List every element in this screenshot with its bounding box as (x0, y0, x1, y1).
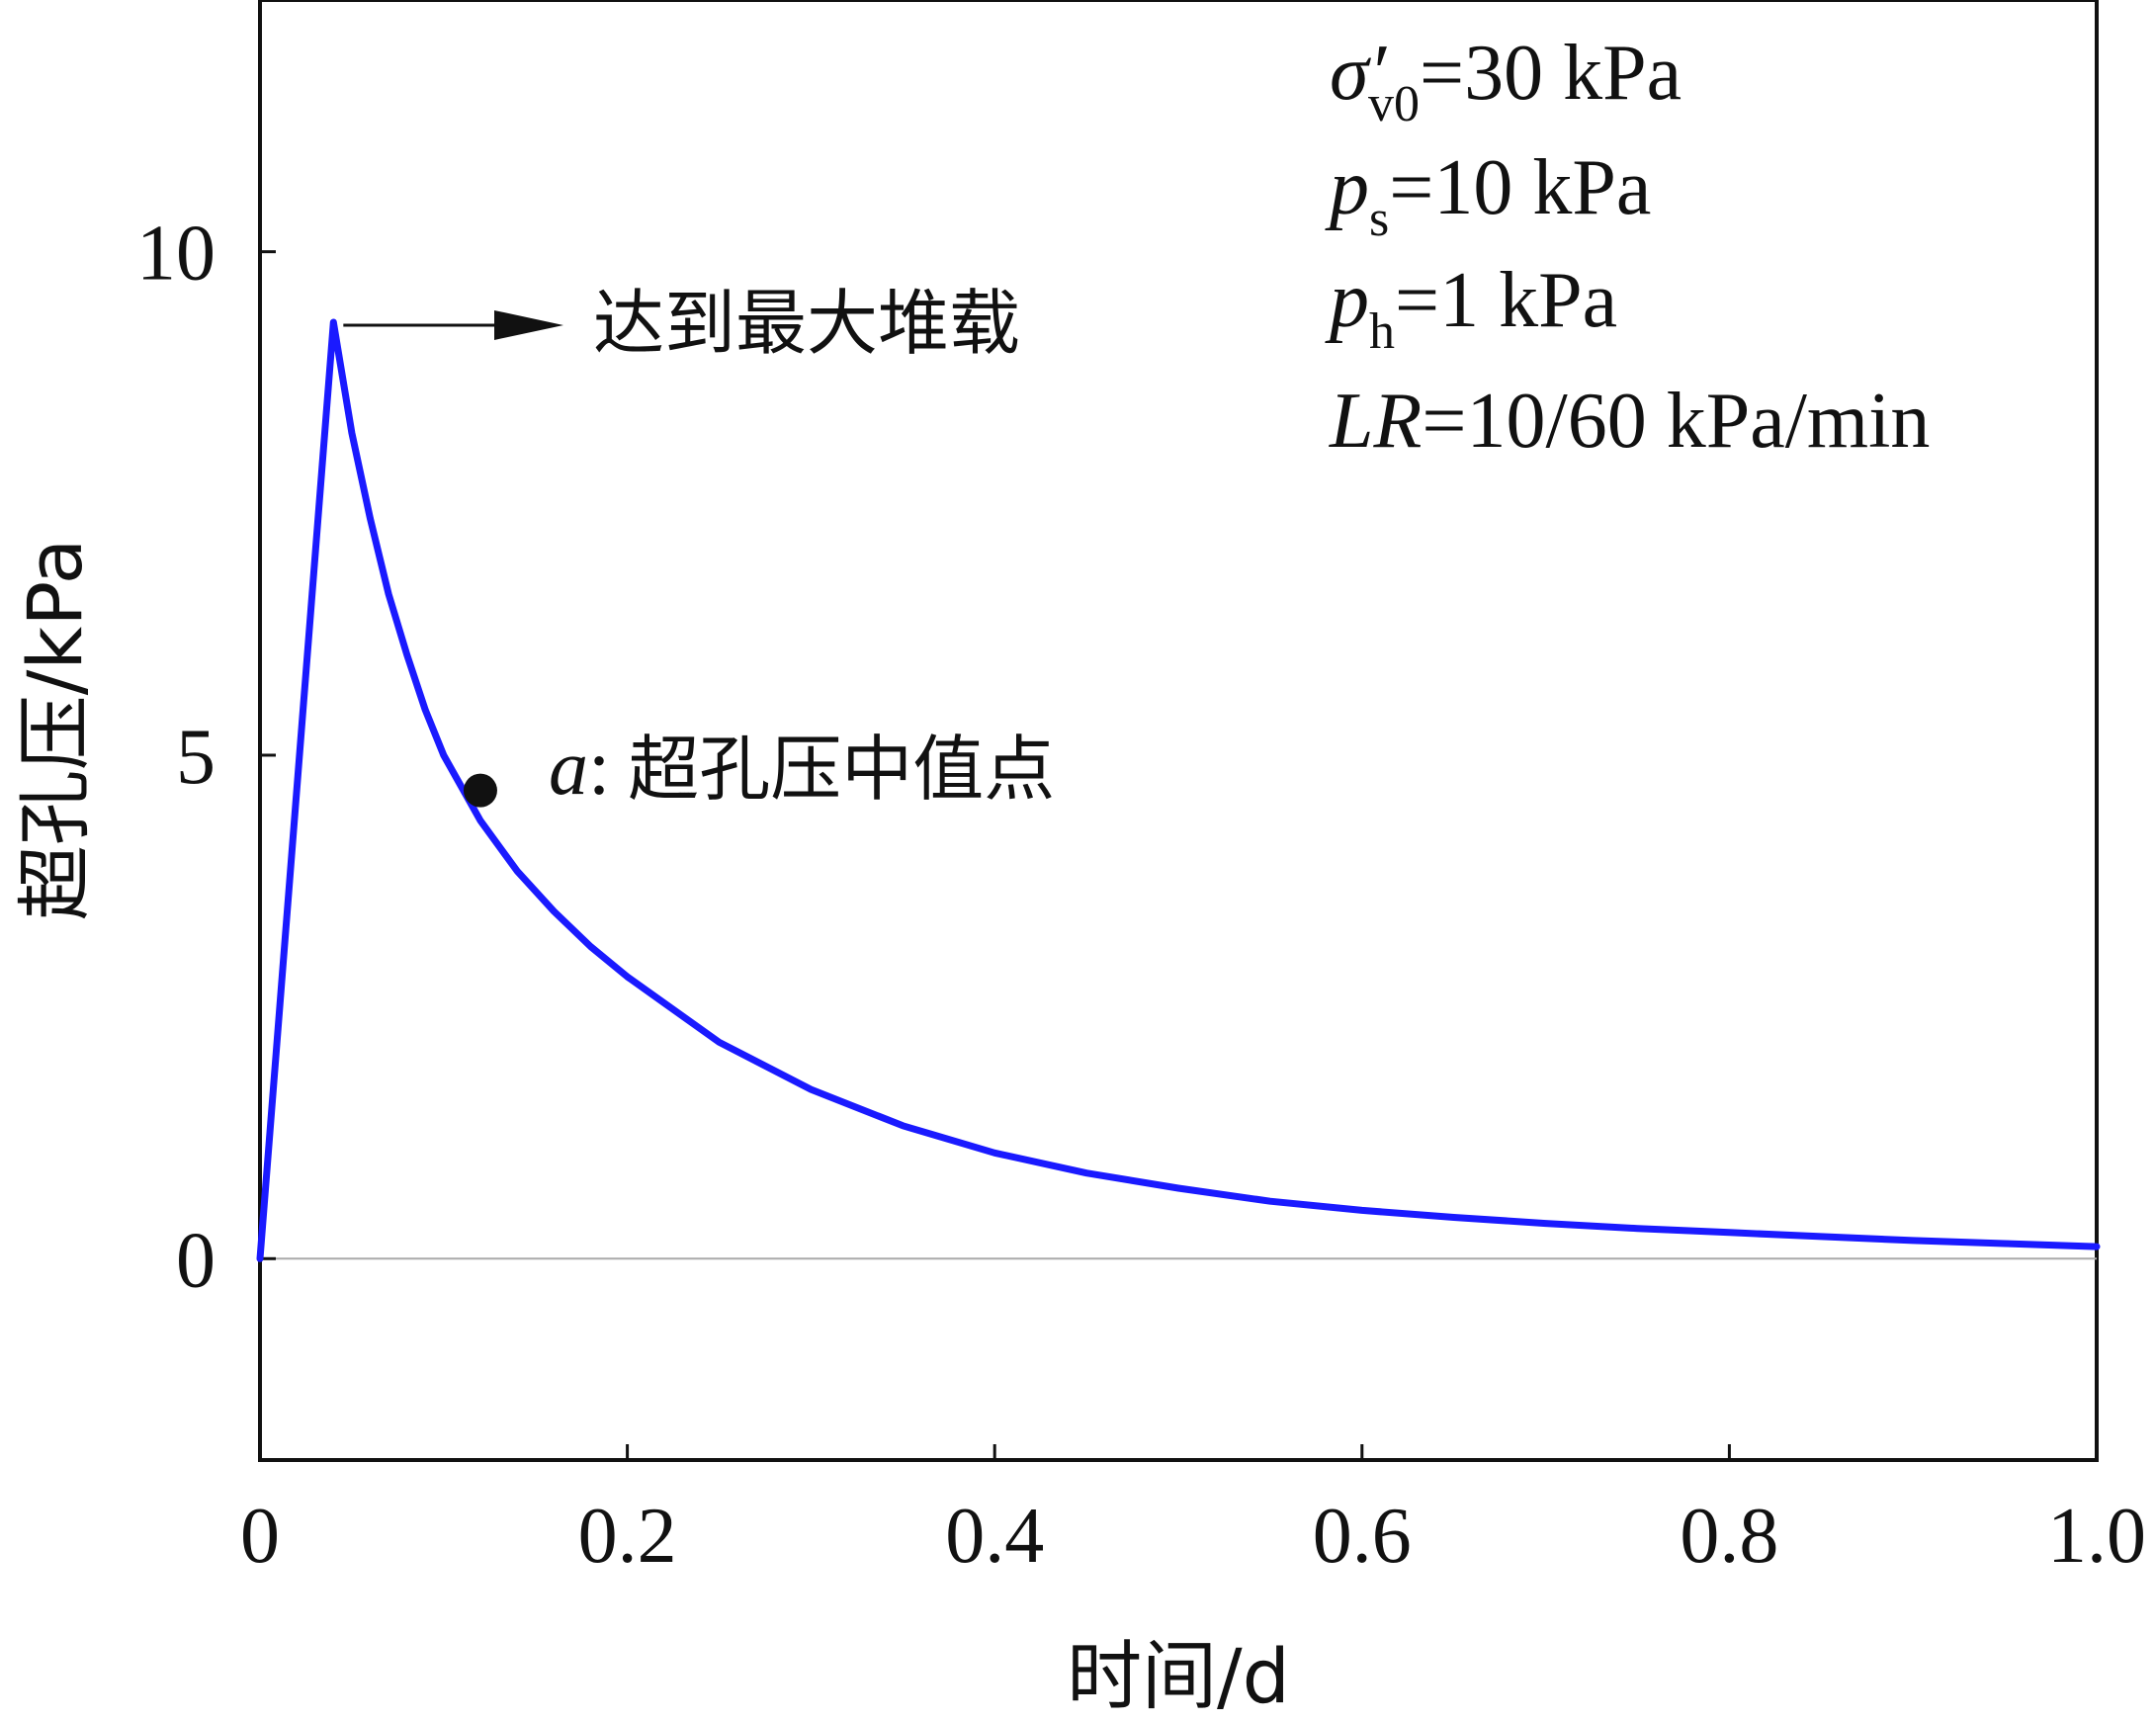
param-ph-value: =1 kPa (1395, 257, 1617, 344)
param-ps: ps=10 kPa (1325, 144, 1651, 247)
point-a-colon: : (588, 725, 610, 812)
param-sigma-value: =30 kPa (1420, 30, 1682, 117)
point-a-marker (463, 773, 497, 808)
x-tick-label: 0 (240, 1493, 280, 1580)
param-sigma-sub: v0 (1368, 76, 1420, 132)
param-sigma-prime: ′ (1368, 30, 1387, 117)
x-tick-label: 0.6 (1313, 1493, 1412, 1580)
y-tick-label: 10 (136, 211, 216, 298)
param-ps-value: =10 kPa (1389, 144, 1651, 231)
param-ph-sub: h (1369, 303, 1395, 360)
param-sigma-symbol: σ (1330, 30, 1371, 117)
x-tick-label: 0.8 (1680, 1493, 1778, 1580)
param-ph-symbol: p (1325, 257, 1369, 344)
peak-annotation: 达到最大堆载 (343, 282, 1020, 365)
series-line (256, 318, 2101, 1262)
param-lr-value: =10/60 kPa/min (1422, 378, 1930, 465)
peak-arrow-head (494, 309, 563, 340)
y-axis-ticks: 0 5 10 (136, 211, 276, 1304)
x-tick-label: 0.4 (945, 1493, 1044, 1580)
point-a-label: a: 超孔压中值点 (549, 725, 1055, 812)
x-axis-ticks: 0 0.2 0.4 0.6 0.8 1.0 (240, 1444, 2146, 1580)
param-ps-sub: s (1369, 191, 1389, 247)
param-sigma: σ′v0=30 kPa (1330, 30, 1682, 132)
y-tick-label: 0 (176, 1217, 216, 1304)
parameter-block: σ′v0=30 kPa ps=10 kPa ph=1 kPa LR=10/60 … (1325, 30, 1930, 465)
point-a-annotation: a: 超孔压中值点 (463, 725, 1055, 812)
point-a-symbol: a (549, 725, 588, 812)
y-axis-title: 超孔压/kPa (11, 539, 99, 921)
param-ph: ph=1 kPa (1325, 257, 1617, 360)
x-axis-title: 时间/d (1067, 1632, 1290, 1720)
param-lr-symbol: LR (1329, 378, 1422, 465)
plot-frame (258, 0, 2099, 1462)
param-ps-symbol: p (1325, 144, 1369, 231)
point-a-text: 超孔压中值点 (628, 728, 1055, 811)
x-tick-label: 1.0 (2047, 1493, 2146, 1580)
param-lr: LR=10/60 kPa/min (1329, 378, 1930, 465)
peak-label: 达到最大堆载 (593, 282, 1020, 365)
x-tick-label: 0.2 (578, 1493, 677, 1580)
y-tick-label: 5 (176, 714, 216, 801)
